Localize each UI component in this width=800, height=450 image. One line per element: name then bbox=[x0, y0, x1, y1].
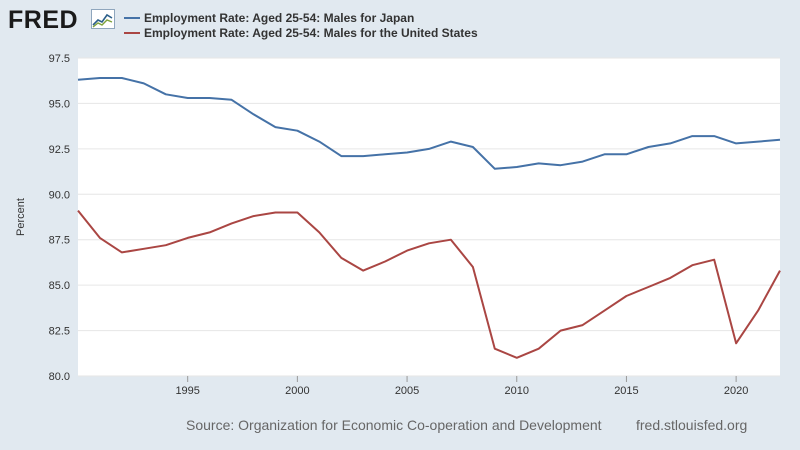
legend-item-japan[interactable]: Employment Rate: Aged 25-54: Males for J… bbox=[124, 11, 414, 25]
y-axis-label: Percent bbox=[15, 198, 27, 236]
site-link[interactable]: fred.stlouisfed.org bbox=[636, 417, 748, 433]
data-point-japan[interactable] bbox=[645, 144, 651, 150]
data-point-japan[interactable] bbox=[207, 95, 213, 101]
chart-header: FRED Employment Rate: Aged 25-54: Males … bbox=[0, 0, 800, 50]
x-tick-label: 2005 bbox=[395, 385, 419, 397]
data-point-us[interactable] bbox=[119, 249, 125, 255]
data-point-japan[interactable] bbox=[777, 137, 783, 143]
data-point-japan[interactable] bbox=[733, 140, 739, 146]
plot-area bbox=[78, 58, 780, 376]
chart-line-icon bbox=[91, 9, 115, 29]
data-point-us[interactable] bbox=[141, 246, 147, 252]
x-tick-label: 2015 bbox=[614, 385, 638, 397]
data-point-japan[interactable] bbox=[163, 91, 169, 97]
series-line-japan[interactable] bbox=[77, 77, 781, 170]
x-axis-ticks: 1995 2000 2005 2010 2015 2020 bbox=[175, 376, 748, 397]
data-point-us[interactable] bbox=[777, 268, 783, 274]
data-point-japan[interactable] bbox=[404, 150, 410, 156]
source-note: Source: Organization for Economic Co-ope… bbox=[186, 417, 602, 433]
legend-label-us: Employment Rate: Aged 25-54: Males for t… bbox=[144, 26, 478, 40]
data-point-us[interactable] bbox=[382, 259, 388, 265]
line-chart[interactable]: 80.0 82.5 85.0 87.5 90.0 92.5 95.0 97.5 1995 200… bbox=[0, 0, 800, 410]
data-point-us[interactable] bbox=[316, 229, 322, 235]
data-point-us[interactable] bbox=[755, 308, 761, 314]
legend-label-japan: Employment Rate: Aged 25-54: Males for J… bbox=[144, 11, 415, 25]
data-point-japan[interactable] bbox=[338, 153, 344, 159]
x-tick-label: 1995 bbox=[175, 385, 199, 397]
data-point-us[interactable] bbox=[689, 262, 695, 268]
data-point-japan[interactable] bbox=[251, 111, 257, 117]
data-point-japan[interactable] bbox=[755, 139, 761, 145]
x-tick-label: 2020 bbox=[724, 385, 748, 397]
y-tick-label: 80.0 bbox=[49, 371, 70, 383]
data-point-us[interactable] bbox=[514, 355, 520, 361]
data-point-japan[interactable] bbox=[272, 124, 278, 130]
legend-swatch-us bbox=[124, 32, 140, 34]
data-point-us[interactable] bbox=[492, 346, 498, 352]
y-tick-label: 92.5 bbox=[49, 144, 70, 156]
data-point-japan[interactable] bbox=[294, 128, 300, 134]
data-point-japan[interactable] bbox=[689, 133, 695, 139]
data-point-us[interactable] bbox=[536, 346, 542, 352]
data-point-us[interactable] bbox=[580, 322, 586, 328]
data-point-japan[interactable] bbox=[667, 140, 673, 146]
data-point-us[interactable] bbox=[711, 257, 717, 263]
data-point-us[interactable] bbox=[667, 275, 673, 281]
y-tick-label: 97.5 bbox=[49, 53, 70, 65]
y-tick-label: 90.0 bbox=[49, 189, 70, 201]
data-point-us[interactable] bbox=[294, 210, 300, 216]
data-point-japan[interactable] bbox=[75, 77, 81, 83]
data-point-us[interactable] bbox=[360, 268, 366, 274]
data-point-japan[interactable] bbox=[514, 164, 520, 170]
data-point-japan[interactable] bbox=[623, 151, 629, 157]
y-tick-label: 82.5 bbox=[49, 326, 70, 338]
data-point-us[interactable] bbox=[404, 248, 410, 254]
data-point-japan[interactable] bbox=[316, 139, 322, 145]
y-tick-label: 87.5 bbox=[49, 235, 70, 247]
series-line-us[interactable] bbox=[77, 209, 781, 359]
data-point-us[interactable] bbox=[229, 220, 235, 226]
data-point-us[interactable] bbox=[251, 213, 257, 219]
data-point-japan[interactable] bbox=[448, 139, 454, 145]
data-point-us[interactable] bbox=[645, 284, 651, 290]
data-point-us[interactable] bbox=[602, 308, 608, 314]
data-point-japan[interactable] bbox=[536, 160, 542, 166]
y-tick-label: 95.0 bbox=[49, 98, 70, 110]
legend-swatch-japan bbox=[124, 17, 140, 19]
data-point-us[interactable] bbox=[426, 240, 432, 246]
y-tick-label: 85.0 bbox=[49, 280, 70, 292]
data-point-us[interactable] bbox=[207, 229, 213, 235]
data-point-japan[interactable] bbox=[580, 159, 586, 165]
data-point-us[interactable] bbox=[272, 210, 278, 216]
legend-item-us[interactable]: Employment Rate: Aged 25-54: Males for t… bbox=[124, 26, 478, 40]
data-point-us[interactable] bbox=[75, 208, 81, 214]
x-tick-label: 2000 bbox=[285, 385, 309, 397]
data-point-japan[interactable] bbox=[185, 95, 191, 101]
data-point-japan[interactable] bbox=[492, 166, 498, 172]
data-point-japan[interactable] bbox=[470, 144, 476, 150]
data-point-us[interactable] bbox=[558, 328, 564, 334]
data-point-japan[interactable] bbox=[141, 80, 147, 86]
data-point-japan[interactable] bbox=[97, 75, 103, 81]
data-point-us[interactable] bbox=[733, 340, 739, 346]
data-point-japan[interactable] bbox=[426, 146, 432, 152]
data-point-japan[interactable] bbox=[558, 162, 564, 168]
data-point-us[interactable] bbox=[623, 293, 629, 299]
data-point-us[interactable] bbox=[338, 255, 344, 261]
data-point-us[interactable] bbox=[163, 242, 169, 248]
data-point-us[interactable] bbox=[470, 264, 476, 270]
data-point-us[interactable] bbox=[448, 237, 454, 243]
data-point-us[interactable] bbox=[97, 235, 103, 241]
y-axis-ticks: 80.0 82.5 85.0 87.5 90.0 92.5 95.0 97.5 bbox=[49, 53, 70, 383]
data-point-japan[interactable] bbox=[229, 97, 235, 103]
fred-logo[interactable]: FRED bbox=[8, 6, 79, 34]
data-point-japan[interactable] bbox=[360, 153, 366, 159]
x-tick-label: 2010 bbox=[505, 385, 529, 397]
data-point-japan[interactable] bbox=[119, 75, 125, 81]
data-point-japan[interactable] bbox=[602, 151, 608, 157]
data-point-japan[interactable] bbox=[711, 133, 717, 139]
data-point-japan[interactable] bbox=[382, 151, 388, 157]
data-series bbox=[75, 75, 783, 361]
data-point-us[interactable] bbox=[185, 235, 191, 241]
